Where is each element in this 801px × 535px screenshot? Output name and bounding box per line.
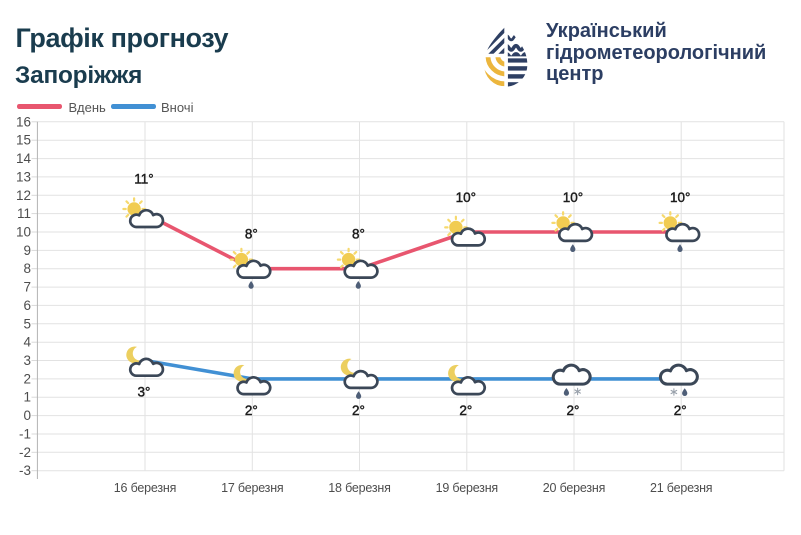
svg-text:0: 0 [23, 408, 31, 423]
svg-text:14: 14 [16, 151, 32, 166]
svg-text:8: 8 [23, 261, 31, 276]
svg-text:2°: 2° [567, 403, 580, 418]
svg-text:1: 1 [23, 390, 31, 405]
svg-text:3: 3 [23, 353, 31, 368]
svg-text:16 березня: 16 березня [114, 481, 176, 495]
svg-text:18 березня: 18 березня [328, 481, 390, 495]
svg-text:2°: 2° [459, 403, 472, 418]
svg-text:10°: 10° [563, 190, 583, 205]
svg-text:2°: 2° [352, 403, 365, 418]
svg-text:8°: 8° [245, 227, 258, 242]
svg-text:8°: 8° [352, 227, 365, 242]
svg-text:-2: -2 [19, 445, 31, 460]
svg-text:21 березня: 21 березня [650, 481, 712, 495]
svg-text:2°: 2° [245, 403, 258, 418]
svg-text:19 березня: 19 березня [436, 481, 498, 495]
svg-text:5: 5 [23, 316, 31, 331]
svg-text:12: 12 [16, 188, 31, 203]
svg-text:2°: 2° [674, 403, 687, 418]
svg-text:15: 15 [16, 133, 31, 148]
svg-text:16: 16 [16, 114, 31, 129]
svg-text:6: 6 [23, 298, 31, 313]
svg-text:3°: 3° [138, 385, 151, 400]
svg-text:4: 4 [23, 335, 31, 350]
svg-text:-1: -1 [19, 427, 31, 442]
svg-text:20 березня: 20 березня [543, 481, 605, 495]
svg-text:10°: 10° [670, 190, 690, 205]
svg-text:11°: 11° [134, 172, 153, 187]
svg-text:7: 7 [23, 280, 31, 295]
svg-text:13: 13 [16, 169, 31, 184]
svg-text:-3: -3 [19, 463, 31, 478]
svg-text:17 березня: 17 березня [221, 481, 283, 495]
svg-text:2: 2 [23, 371, 31, 386]
svg-text:9: 9 [23, 243, 31, 258]
svg-text:10°: 10° [456, 190, 476, 205]
svg-text:11: 11 [17, 206, 31, 221]
svg-text:10: 10 [16, 225, 31, 240]
